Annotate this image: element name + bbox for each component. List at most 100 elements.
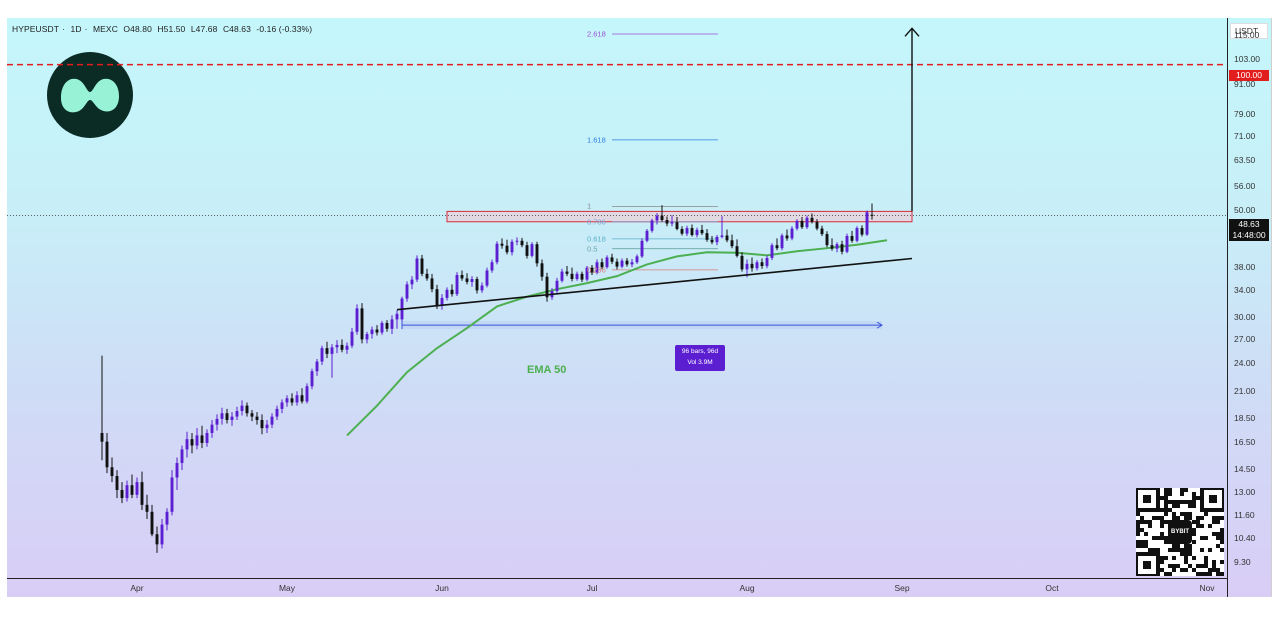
price-tick: 30.00 [1234, 311, 1256, 322]
price-tick: 11.60 [1234, 510, 1255, 521]
candle-body [505, 245, 509, 253]
qr-module [1136, 540, 1140, 544]
qr-module [1192, 556, 1196, 560]
candle-body [380, 322, 384, 333]
price-axis[interactable] [1227, 18, 1272, 597]
qr-module [1140, 528, 1144, 532]
candle-body [665, 220, 669, 224]
logo-icon [61, 78, 119, 113]
candle-body [775, 245, 779, 249]
qr-module [1192, 504, 1196, 508]
qr-module [1204, 560, 1208, 564]
candle-body [800, 220, 804, 228]
qr-module [1204, 536, 1208, 540]
qr-module [1148, 548, 1152, 552]
qr-module [1168, 488, 1172, 492]
qr-module [1152, 516, 1156, 520]
price-tick: 103.00 [1234, 53, 1260, 64]
candle-body [860, 228, 864, 235]
candle-body [650, 220, 654, 231]
candle-body [370, 329, 374, 335]
qr-module [1164, 492, 1168, 496]
candle-body [630, 262, 634, 265]
chart-canvas[interactable] [7, 18, 1272, 597]
qr-module [1200, 516, 1204, 520]
exchange: MEXC [92, 24, 118, 34]
qr-module [1168, 508, 1172, 512]
qr-module [1220, 560, 1224, 564]
close-value: C48.63 [222, 24, 251, 34]
candle-body [350, 331, 354, 346]
candle-body [265, 424, 269, 429]
qr-module [1196, 496, 1200, 500]
candle-body [135, 482, 139, 495]
qr-module [1176, 500, 1180, 504]
qr-module [1164, 508, 1168, 512]
candle-body [645, 230, 649, 241]
qr-module [1184, 516, 1188, 520]
candle-body [320, 348, 324, 362]
candle-body [385, 322, 389, 329]
qr-module [1152, 548, 1156, 552]
qr-module [1188, 548, 1192, 552]
qr-module [1216, 520, 1220, 524]
candle-body [745, 263, 749, 270]
qr-module [1184, 552, 1188, 556]
ema50-line [346, 239, 888, 437]
candle-body [420, 258, 424, 274]
qr-module [1196, 524, 1200, 528]
candle-body [685, 228, 689, 234]
candle-body [415, 258, 419, 280]
candle-body [195, 435, 199, 446]
qr-module [1204, 556, 1208, 560]
qr-module [1168, 500, 1172, 504]
price-tick: 63.50 [1234, 154, 1256, 165]
price-tick: 27.00 [1234, 333, 1256, 344]
currency-label[interactable]: USDT [1230, 23, 1268, 39]
qr-module [1208, 524, 1212, 528]
candle-body [235, 411, 239, 417]
qr-module [1220, 532, 1224, 536]
candle-body [440, 297, 444, 306]
measure-bars: 96 bars, 96d [681, 348, 719, 355]
current-price: 48.63 [1238, 219, 1260, 229]
candle-body [805, 217, 809, 228]
candle-body [855, 228, 859, 241]
candle-body [245, 405, 249, 414]
qr-module [1160, 496, 1164, 500]
candle-body [770, 245, 774, 258]
price-tick: 115.00 [1234, 30, 1260, 41]
qr-module [1196, 572, 1200, 576]
candle-body [755, 262, 759, 269]
candle-body [485, 270, 489, 286]
candle-body [600, 262, 604, 268]
qr-module [1176, 564, 1180, 568]
qr-module [1168, 572, 1172, 576]
candle-body [200, 435, 204, 443]
candle-body [605, 257, 609, 268]
time-tick: May [278, 583, 296, 593]
qr-module [1212, 520, 1216, 524]
fib-level-label: 0.5 [587, 244, 598, 254]
candle-body [365, 334, 369, 340]
candle-body [625, 260, 629, 265]
qr-module [1148, 520, 1152, 524]
candle-body [180, 449, 184, 464]
qr-module [1136, 544, 1140, 548]
candle-body [450, 289, 454, 295]
qr-finder-center [1143, 495, 1151, 503]
qr-module [1184, 544, 1188, 548]
candle-body [125, 485, 129, 499]
bar-countdown: 14:48:00 [1232, 230, 1266, 240]
measure-info-box[interactable]: 96 bars, 96d Vol 3.9M [675, 345, 725, 371]
time-tick: Sep [894, 583, 910, 593]
candle-body [810, 217, 814, 222]
candle-body [475, 279, 479, 291]
price-tick: 24.00 [1234, 358, 1256, 369]
candle-body [345, 345, 349, 350]
open-value: O48.80 [123, 24, 152, 34]
candle-body [635, 256, 639, 263]
time-axis[interactable] [7, 578, 1227, 579]
qr-module [1184, 568, 1188, 572]
qr-module [1204, 572, 1208, 576]
